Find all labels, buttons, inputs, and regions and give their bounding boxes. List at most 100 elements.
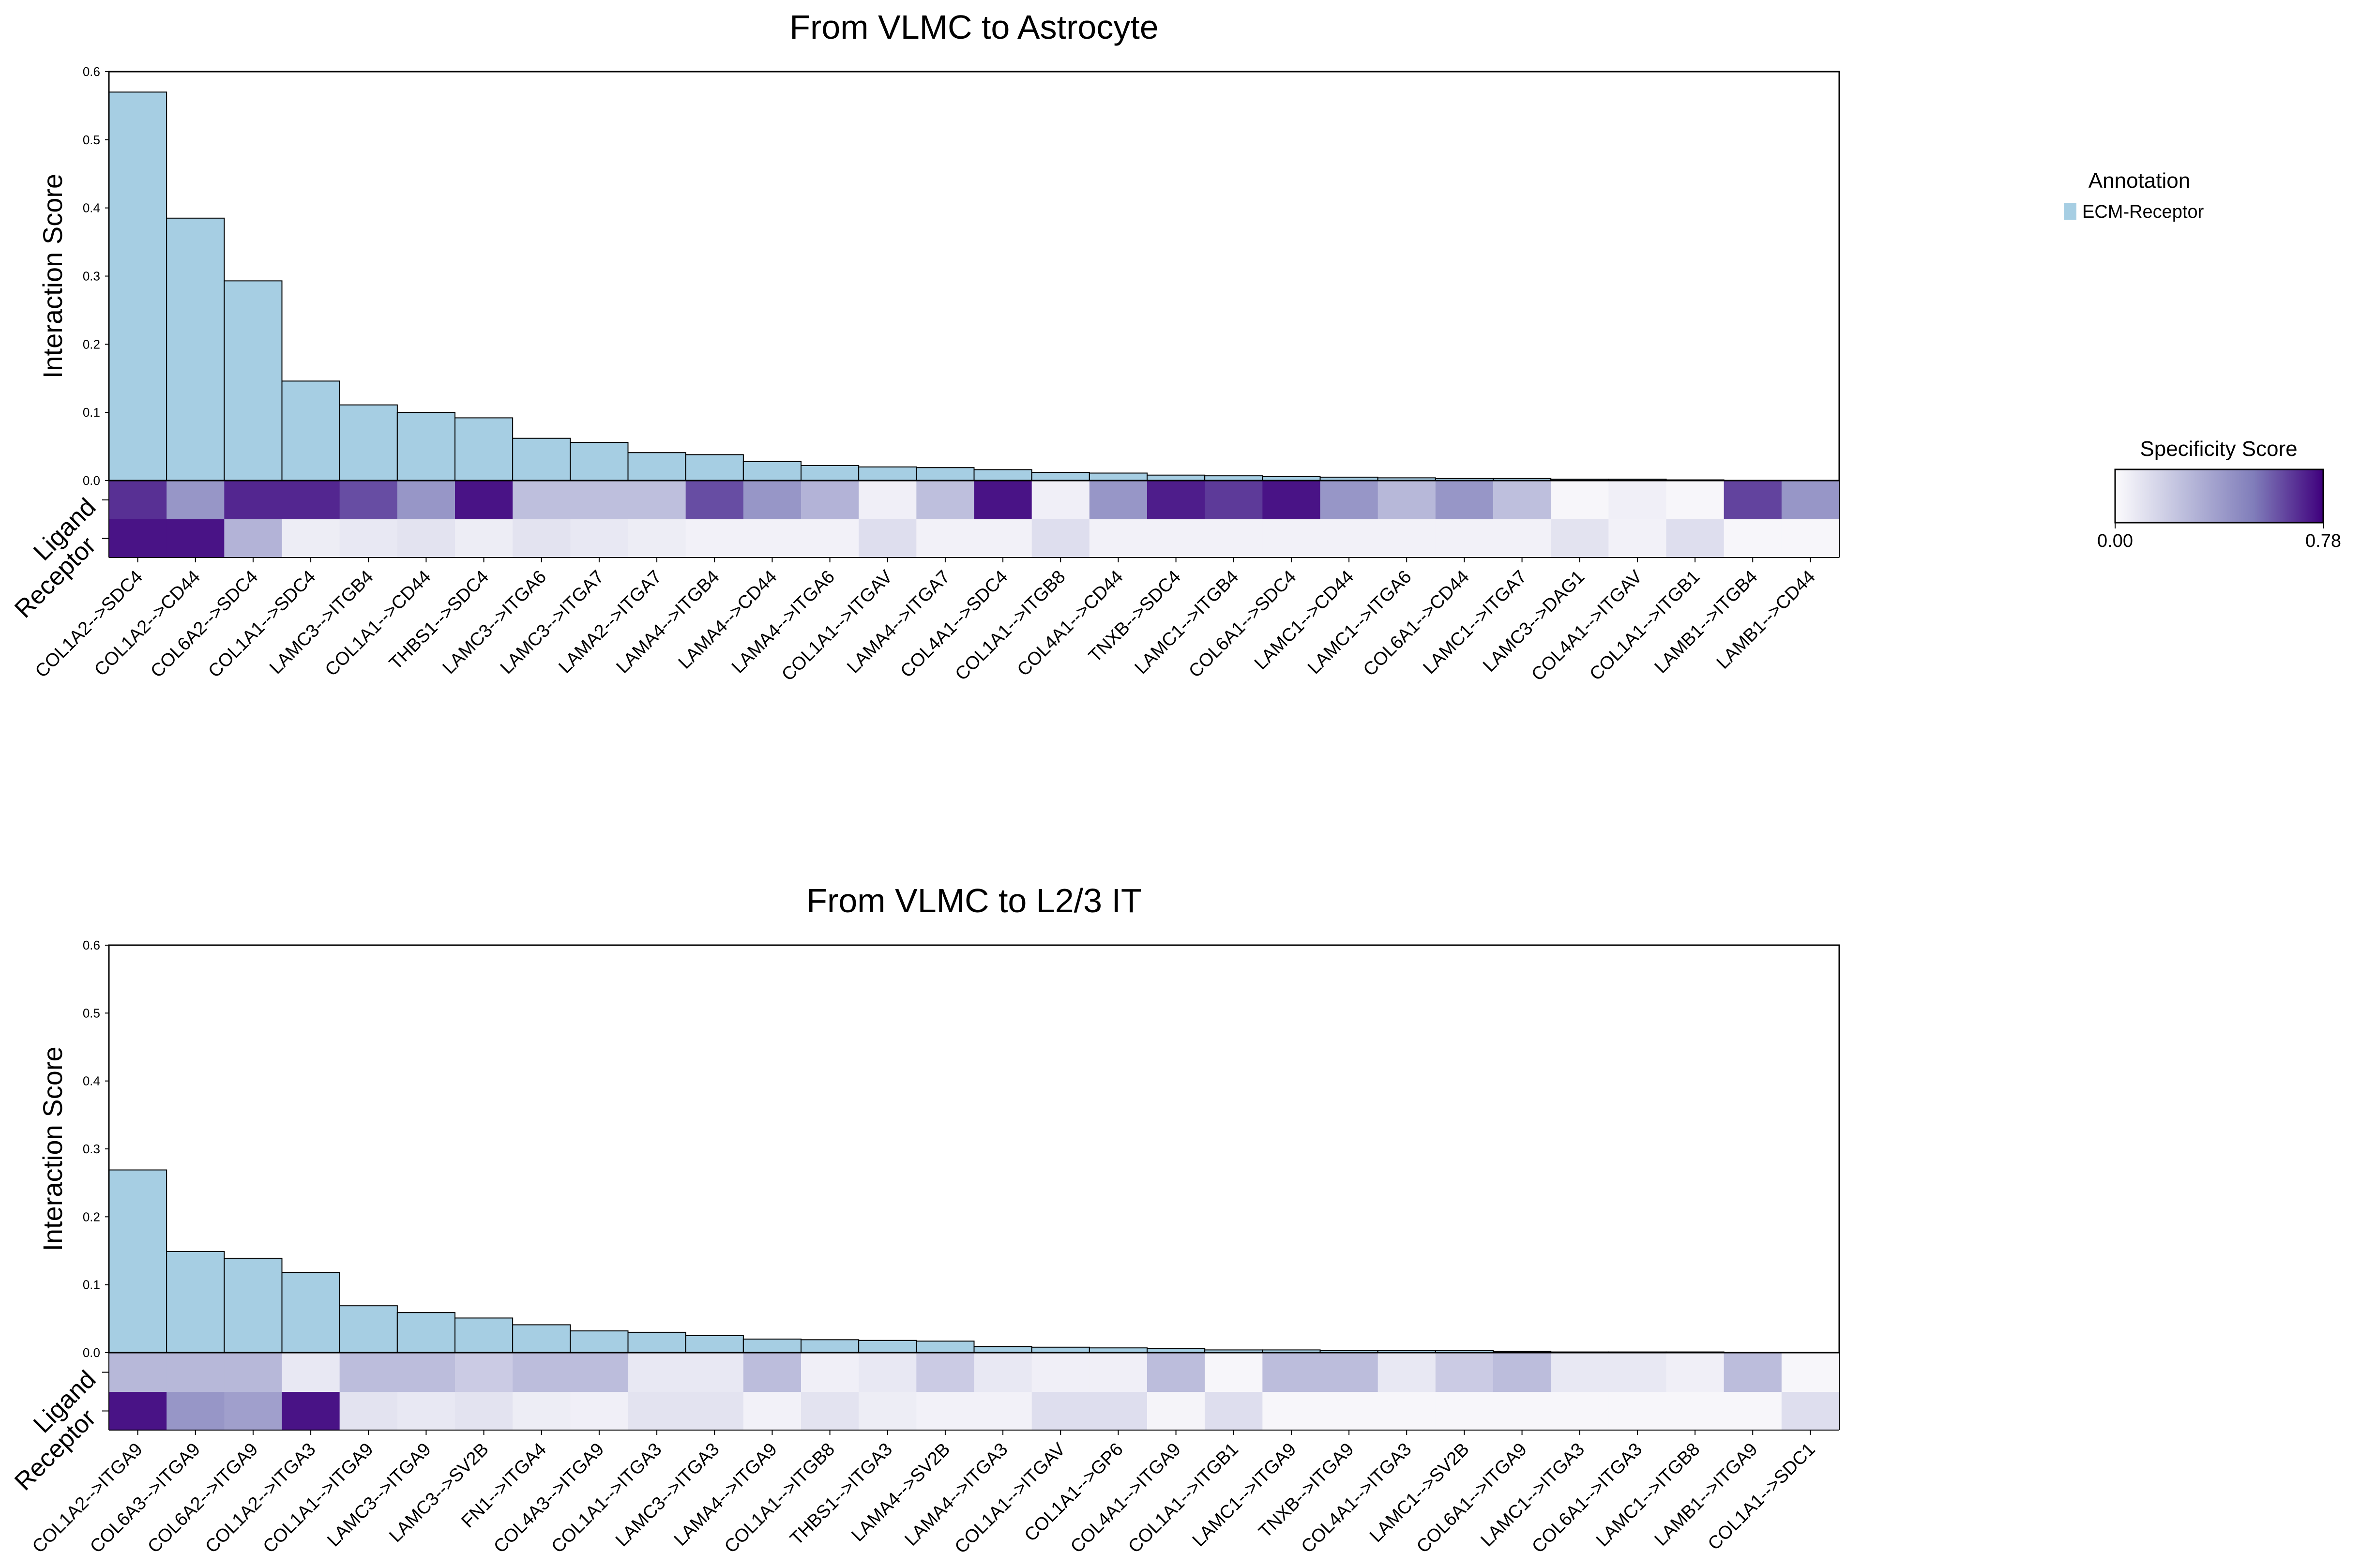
ligand-heatmap-cell bbox=[1262, 481, 1321, 519]
y-tick-label: 0.2 bbox=[83, 337, 100, 351]
receptor-heatmap-cell bbox=[1089, 1392, 1148, 1430]
bar bbox=[1031, 472, 1090, 481]
ligand-heatmap-cell bbox=[455, 481, 513, 519]
receptor-heatmap-cell bbox=[1147, 519, 1205, 558]
bar bbox=[916, 467, 975, 481]
x-tick-label: LAMC1-->CD44 bbox=[1251, 567, 1358, 674]
bar bbox=[627, 1331, 686, 1353]
receptor-heatmap-cell bbox=[570, 1392, 629, 1430]
ligand-heatmap-cell bbox=[1493, 1353, 1551, 1392]
receptor-heatmap-cell bbox=[859, 519, 917, 558]
x-tick-label: COL4A3-->ITGA9 bbox=[490, 1439, 608, 1557]
receptor-heatmap-cell bbox=[1551, 519, 1609, 558]
x-tick-label: LAMA4-->SV2B bbox=[847, 1439, 954, 1546]
x-tick-label: COL4A1-->SDC4 bbox=[896, 567, 1012, 682]
receptor-heatmap-cell bbox=[513, 1392, 571, 1430]
bar bbox=[396, 412, 455, 482]
x-tick-label: COL6A2-->ITGA9 bbox=[144, 1439, 262, 1557]
receptor-heatmap-cell bbox=[743, 519, 802, 558]
x-tick-label: COL1A1-->ITGA3 bbox=[547, 1439, 666, 1557]
x-tick-label: LAMC1-->ITGA6 bbox=[1304, 567, 1416, 678]
ligand-heatmap-cell bbox=[801, 481, 859, 519]
ligand-heatmap-cell bbox=[1608, 481, 1667, 519]
x-tick-label: COL4A1-->ITGA9 bbox=[1067, 1439, 1185, 1557]
x-tick-label: LAMA4-->ITGA7 bbox=[843, 567, 954, 678]
ligand-heatmap-cell bbox=[1031, 1353, 1090, 1392]
bar bbox=[339, 1305, 398, 1353]
bar bbox=[685, 1335, 744, 1354]
receptor-heatmap-cell bbox=[339, 519, 398, 558]
legend-swatch bbox=[2064, 203, 2076, 220]
receptor-heatmap-cell bbox=[916, 519, 975, 558]
bar bbox=[1089, 472, 1148, 482]
x-tick-label: LAMC3-->ITGA3 bbox=[612, 1439, 724, 1551]
x-tick-label: COL1A1-->ITGB1 bbox=[1586, 567, 1704, 685]
x-tick-label: COL6A2-->SDC4 bbox=[147, 567, 262, 682]
receptor-heatmap-cell bbox=[1320, 1392, 1378, 1430]
receptor-heatmap-cell bbox=[685, 519, 744, 558]
receptor-heatmap-cell bbox=[801, 1392, 859, 1430]
x-tick-label: COL4A1-->ITGA3 bbox=[1298, 1439, 1416, 1557]
receptor-heatmap-cell bbox=[916, 1392, 975, 1430]
x-tick-label: COL1A1-->SDC4 bbox=[204, 567, 319, 682]
receptor-heatmap-cell bbox=[397, 519, 455, 558]
ligand-heatmap-cell bbox=[1147, 481, 1205, 519]
ligand-heatmap-cell bbox=[743, 1353, 802, 1392]
bar bbox=[339, 404, 398, 481]
bar bbox=[1031, 1346, 1090, 1354]
receptor-heatmap-cell bbox=[801, 519, 859, 558]
x-tick-label: COL1A1-->CD44 bbox=[321, 567, 435, 680]
bar bbox=[627, 452, 686, 482]
x-tick-label: LAMA2-->ITGA7 bbox=[555, 567, 666, 678]
y-tick-label: 0.2 bbox=[83, 1209, 100, 1224]
x-tick-label: LAMC3-->ITGA7 bbox=[497, 567, 608, 678]
receptor-heatmap-cell bbox=[1724, 1392, 1782, 1430]
x-tick-label: LAMB1-->ITGB4 bbox=[1651, 567, 1762, 678]
receptor-heatmap-cell bbox=[685, 1392, 744, 1430]
x-tick-label: COL6A1-->CD44 bbox=[1360, 567, 1473, 680]
x-tick-label: COL6A1-->ITGA3 bbox=[1528, 1439, 1646, 1557]
x-tick-label: COL1A2-->CD44 bbox=[91, 567, 204, 680]
ligand-heatmap-cell bbox=[916, 1353, 975, 1392]
receptor-heatmap-cell bbox=[859, 1392, 917, 1430]
ligand-heatmap-cell bbox=[1781, 481, 1840, 519]
ligand-heatmap-cell bbox=[1435, 1353, 1494, 1392]
receptor-heatmap-cell bbox=[1205, 519, 1263, 558]
x-tick-label: COL1A1-->ITGAV bbox=[778, 566, 896, 685]
y-tick-label: 0.6 bbox=[83, 938, 100, 952]
ligand-heatmap-cell bbox=[1435, 481, 1494, 519]
x-tick-label: LAMA4-->ITGA3 bbox=[901, 1439, 1012, 1550]
receptor-heatmap-cell bbox=[455, 519, 513, 558]
ligand-heatmap-cell bbox=[1666, 1353, 1725, 1392]
receptor-heatmap-cell bbox=[166, 1392, 225, 1430]
ligand-heatmap-cell bbox=[859, 1353, 917, 1392]
x-tick-label: THBS1-->SDC4 bbox=[385, 567, 493, 674]
x-tick-label: LAMB1-->CD44 bbox=[1713, 567, 1819, 673]
x-tick-label: LAMC3-->DAG1 bbox=[1479, 567, 1589, 676]
ligand-heatmap-cell bbox=[801, 1353, 859, 1392]
x-tick-label: LAMC1-->ITGA9 bbox=[1189, 1439, 1301, 1551]
x-tick-label: COL1A1-->SDC1 bbox=[1704, 1439, 1819, 1554]
ligand-heatmap-cell bbox=[1205, 1353, 1263, 1392]
chart-title: From VLMC to L2/3 IT bbox=[806, 882, 1141, 920]
bar bbox=[685, 454, 744, 482]
annotation-legend: Annotation ECM-Receptor bbox=[2064, 169, 2204, 222]
receptor-heatmap-cell bbox=[1493, 1392, 1551, 1430]
x-tick-label: LAMA4-->CD44 bbox=[675, 567, 781, 673]
y-tick-label: 0.4 bbox=[83, 1074, 100, 1088]
y-axis-label: Interaction Score bbox=[37, 1046, 68, 1251]
bar bbox=[281, 1272, 340, 1354]
ligand-heatmap-cell bbox=[570, 1353, 629, 1392]
receptor-heatmap-cell bbox=[1493, 519, 1551, 558]
colorbar-min-label: 0.00 bbox=[2097, 531, 2133, 551]
x-tick-label: LAMC3-->ITGA6 bbox=[439, 567, 551, 678]
receptor-heatmap-cell bbox=[1608, 519, 1667, 558]
receptor-heatmap-cell bbox=[1147, 1392, 1205, 1430]
bar bbox=[224, 280, 283, 481]
ligand-heatmap-cell bbox=[1031, 481, 1090, 519]
receptor-heatmap-cell bbox=[1031, 1392, 1090, 1430]
bar bbox=[801, 1339, 860, 1354]
specificity-colorbar: Specificity Score 0.00 0.78 bbox=[2097, 437, 2341, 551]
ligand-heatmap-cell bbox=[1724, 1353, 1782, 1392]
